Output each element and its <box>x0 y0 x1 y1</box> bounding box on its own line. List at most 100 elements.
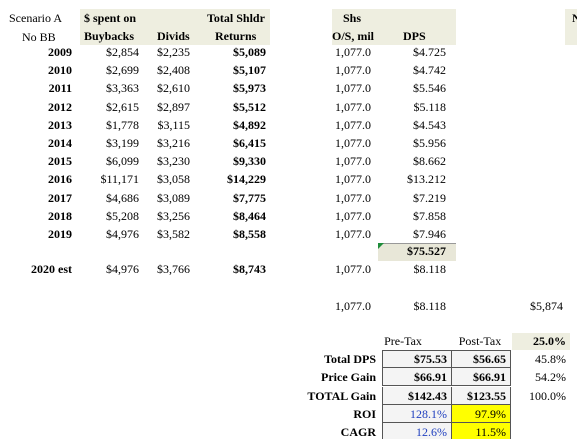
year: 2020 est <box>31 262 72 276</box>
total-return: $8,743 <box>233 262 266 276</box>
summary-label: Total DPS <box>324 352 376 366</box>
dps: $4.742 <box>413 63 446 78</box>
col-header: Buybacks <box>84 29 135 43</box>
summary-label: ROI <box>353 406 376 421</box>
dps: $5.546 <box>413 81 446 96</box>
post-tax: $66.91 <box>473 370 506 385</box>
buybacks: $3,199 <box>106 136 139 150</box>
share: 45.8% <box>535 352 566 366</box>
col-header: O/S, mil <box>332 29 375 43</box>
value-cell <box>452 386 511 405</box>
dividends: $3,230 <box>157 154 190 169</box>
total-return: $5,107 <box>233 63 266 78</box>
dps: $5.956 <box>413 136 446 150</box>
dps: $4.725 <box>413 45 446 59</box>
post-tax: 97.9% <box>475 406 506 421</box>
value-cell <box>382 423 452 439</box>
share: 54.2% <box>535 370 566 385</box>
col-header: $ spent on <box>84 11 137 25</box>
buybacks: $4,976 <box>106 262 139 276</box>
post-tax: 11.5% <box>475 425 506 439</box>
pre-tax: $75.53 <box>414 352 447 366</box>
value-cell <box>452 423 511 439</box>
summary-header: Pre-Tax <box>384 334 422 348</box>
buybacks: $4,976 <box>106 227 139 241</box>
shares: 1,077.0 <box>335 117 371 132</box>
dividends: $3,256 <box>157 208 190 223</box>
total-return: $6,415 <box>233 136 266 150</box>
total-return: $5,512 <box>233 99 266 114</box>
buybacks: $3,363 <box>106 81 139 96</box>
year: 2013 <box>48 117 72 132</box>
total-return: $5,089 <box>233 45 266 59</box>
summary-label: CAGR <box>340 425 376 439</box>
dividends: $3,115 <box>157 117 190 132</box>
col-header: Shs <box>343 11 362 25</box>
header-fill <box>332 9 456 45</box>
shares: 1,077.0 <box>335 208 371 223</box>
dps: $7.946 <box>413 227 446 241</box>
value: $5,874 <box>530 299 563 313</box>
dps: $8.118 <box>413 262 446 276</box>
dps: $7.858 <box>413 208 446 223</box>
dividends: $2,235 <box>157 45 190 59</box>
year: 2014 <box>48 136 72 150</box>
shares: 1,077.0 <box>335 190 371 205</box>
year: 2018 <box>48 208 72 223</box>
dividends: $3,766 <box>157 262 190 276</box>
summary-label: Price Gain <box>321 370 376 385</box>
shares: 1,077.0 <box>335 99 371 114</box>
dividends: $3,216 <box>157 136 190 150</box>
dividends: $2,897 <box>157 99 190 114</box>
year: 2017 <box>48 190 72 205</box>
buybacks: $5,208 <box>106 208 139 223</box>
shares: 1,077.0 <box>335 63 371 78</box>
buybacks: $4,686 <box>106 190 139 205</box>
value-cell <box>452 368 511 387</box>
header-fill <box>80 9 270 45</box>
comment-marker <box>378 243 384 249</box>
header-fill <box>565 9 577 45</box>
dps: $5.118 <box>413 99 446 114</box>
shares: 1,077.0 <box>335 81 371 96</box>
dps: $13.212 <box>407 172 446 187</box>
buybacks: $11,171 <box>100 172 139 187</box>
shares: 1,077.0 <box>335 227 371 241</box>
scenario-sub: No BB <box>22 30 56 44</box>
value-cell <box>382 404 452 423</box>
total-return: $8,464 <box>233 208 266 223</box>
pre-tax: $66.91 <box>414 370 447 385</box>
buybacks: $1,778 <box>106 117 139 132</box>
total-return: $9,330 <box>233 154 266 169</box>
total-return: $7,775 <box>233 190 266 205</box>
year: 2019 <box>48 227 72 241</box>
pre-tax: $142.43 <box>408 388 447 403</box>
shares: 1,077.0 <box>335 172 371 187</box>
pre-tax: 128.1% <box>410 406 447 421</box>
summary-header: 25.0% <box>533 334 566 348</box>
year: 2011 <box>48 81 72 96</box>
rate-fill <box>512 333 570 350</box>
buybacks: $2,699 <box>106 63 139 78</box>
value-cell <box>382 350 452 368</box>
post-tax: $123.55 <box>467 388 506 403</box>
pre-tax: 12.6% <box>416 425 447 439</box>
dps: $4.543 <box>413 117 446 132</box>
dividends: $3,582 <box>157 227 190 241</box>
col-header: N <box>572 11 577 25</box>
year: 2009 <box>48 45 72 59</box>
year: 2012 <box>48 99 72 114</box>
dps-sum: $75.527 <box>407 244 446 258</box>
col-header: Total Shldr <box>207 11 265 25</box>
dividends: $2,408 <box>157 63 190 78</box>
year: 2016 <box>48 172 72 187</box>
dps: $8.662 <box>413 154 446 169</box>
dps: $7.219 <box>413 190 446 205</box>
total-return: $8,558 <box>233 227 266 241</box>
col-header: DPS <box>403 29 426 43</box>
summary-border <box>382 350 510 351</box>
buybacks: $6,099 <box>106 154 139 169</box>
total-return: $5,973 <box>233 81 266 96</box>
value-cell <box>452 350 511 368</box>
value-cell <box>452 404 511 423</box>
